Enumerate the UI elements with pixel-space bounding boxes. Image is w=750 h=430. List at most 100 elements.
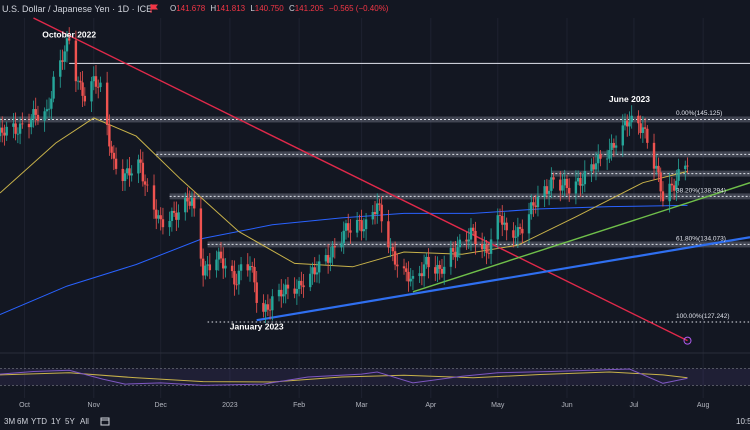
ohlc-high-value: 141.813 bbox=[216, 4, 246, 13]
candle-body bbox=[512, 230, 515, 238]
candle-body bbox=[643, 127, 647, 129]
candle-body bbox=[574, 181, 578, 194]
candle-body bbox=[516, 227, 520, 237]
ohlc-open-value: 141.678 bbox=[176, 4, 206, 13]
candle-body bbox=[52, 76, 55, 99]
ohlc-change-value: −0.565 (−0.40%) bbox=[328, 4, 389, 13]
candle-body bbox=[581, 184, 584, 186]
range-3m-button[interactable]: 3M bbox=[4, 417, 16, 426]
candle-body bbox=[358, 219, 361, 221]
range-5y-button[interactable]: 5Y bbox=[65, 417, 75, 426]
candle-body bbox=[36, 114, 40, 121]
candle-body bbox=[284, 284, 287, 295]
candle-body bbox=[355, 219, 359, 233]
candle-body bbox=[18, 123, 22, 134]
trendline-ascending bbox=[256, 236, 750, 322]
candle-body bbox=[612, 142, 616, 148]
candle-body bbox=[532, 202, 535, 206]
x-tick-label: Feb bbox=[293, 402, 305, 409]
x-tick-label: Jul bbox=[629, 402, 638, 409]
candle-body bbox=[12, 123, 15, 127]
candle-body bbox=[177, 212, 180, 220]
candle-body bbox=[251, 266, 254, 267]
trendline-descending bbox=[33, 17, 688, 342]
candle-body bbox=[621, 125, 624, 146]
candle-body bbox=[141, 162, 145, 182]
candle-body bbox=[438, 264, 441, 269]
x-tick-label: 2023 bbox=[222, 402, 238, 409]
candle-body bbox=[190, 197, 194, 206]
candle-body bbox=[472, 227, 475, 231]
candle-body bbox=[675, 180, 678, 191]
candle-body bbox=[170, 210, 174, 221]
candle-body bbox=[547, 190, 551, 194]
candle-body bbox=[501, 216, 504, 225]
candle-body bbox=[97, 86, 100, 88]
range-6m-button[interactable]: 6M bbox=[17, 417, 29, 426]
candle-body bbox=[405, 268, 408, 272]
candle-body bbox=[204, 265, 207, 276]
candle-body bbox=[126, 168, 129, 174]
candle-body bbox=[99, 82, 102, 88]
ohlc-close-key: C bbox=[288, 4, 295, 13]
candle-body bbox=[527, 214, 531, 234]
candle-body bbox=[469, 227, 473, 240]
candle-body bbox=[50, 98, 53, 109]
rsi-band bbox=[0, 368, 750, 386]
candle-body bbox=[608, 150, 611, 159]
candle-body bbox=[233, 271, 236, 285]
candle-body bbox=[594, 163, 598, 170]
candle-body bbox=[340, 243, 343, 248]
candle-body bbox=[349, 230, 352, 233]
candle-body bbox=[436, 264, 439, 274]
candle-body bbox=[3, 132, 6, 136]
candle-body bbox=[567, 187, 571, 194]
candle-body bbox=[561, 185, 564, 191]
range-1y-button[interactable]: 1Y bbox=[51, 417, 61, 426]
candle-body bbox=[186, 197, 189, 202]
candle-body bbox=[79, 80, 82, 83]
candle-body bbox=[684, 165, 687, 170]
candle-body bbox=[376, 203, 379, 215]
candle-body bbox=[237, 270, 241, 285]
flag-icon[interactable] bbox=[150, 4, 158, 13]
level-band bbox=[169, 193, 750, 200]
candle-body bbox=[670, 183, 674, 186]
fib-label: 38.20%(138.294) bbox=[676, 187, 726, 194]
candle-body bbox=[496, 215, 499, 240]
candle-body bbox=[626, 120, 629, 127]
date-range-icon[interactable] bbox=[100, 416, 110, 426]
candle-body bbox=[583, 170, 587, 185]
candle-body bbox=[610, 142, 613, 151]
candle-body bbox=[646, 128, 649, 143]
candle-body bbox=[451, 247, 455, 252]
range-toolbar: 3M 6M YTD 1Y 5Y All 10:5 bbox=[0, 412, 750, 430]
candle-body bbox=[639, 123, 642, 133]
candle-body bbox=[545, 186, 549, 194]
candle-body bbox=[456, 247, 459, 258]
candle-body bbox=[83, 95, 87, 102]
range-ytd-button[interactable]: YTD bbox=[31, 417, 47, 426]
candle-body bbox=[331, 246, 334, 258]
rsi-line bbox=[0, 368, 688, 386]
candle-body bbox=[300, 280, 303, 286]
candle-body bbox=[534, 205, 537, 208]
symbol-title: U.S. Dollar / Japanese Yen · 1D · ICE bbox=[2, 4, 153, 14]
ohlc-readout: O141.678 H141.813 L140.750 C141.205 −0.5… bbox=[170, 4, 391, 13]
rsi-ma-line bbox=[0, 371, 688, 383]
candle-body bbox=[235, 284, 238, 286]
candle-body bbox=[628, 122, 631, 127]
candle-body bbox=[659, 172, 662, 192]
candle-body bbox=[389, 247, 392, 248]
candle-body bbox=[465, 239, 468, 242]
candle-body bbox=[286, 284, 290, 289]
candle-body bbox=[590, 164, 593, 171]
candle-body bbox=[329, 257, 332, 263]
candle-body bbox=[222, 258, 225, 269]
price-chart[interactable]: 0.00%(145.125) 38.20%(138.294) 61.80%(134.… bbox=[0, 0, 750, 412]
candle-body bbox=[503, 222, 506, 225]
candle-body bbox=[123, 173, 127, 182]
candle-body bbox=[139, 159, 142, 163]
range-all-button[interactable]: All bbox=[80, 417, 89, 426]
candle-body bbox=[411, 276, 415, 279]
